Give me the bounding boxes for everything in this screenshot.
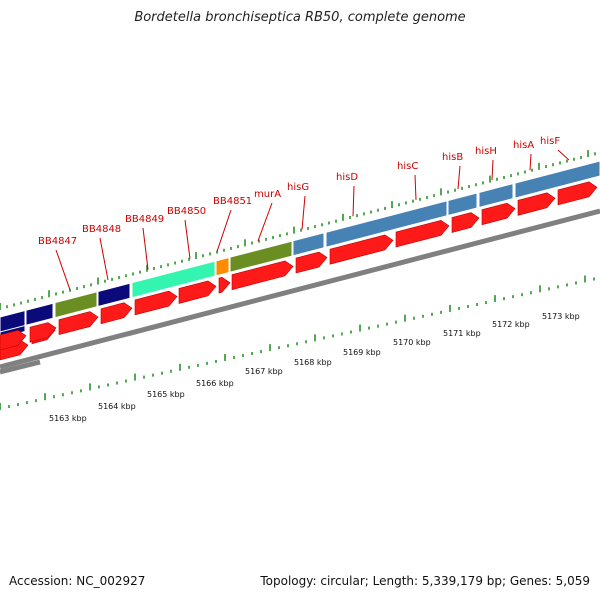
feature-block[interactable]: [25, 302, 54, 326]
gene-label[interactable]: hisA: [513, 140, 534, 151]
scale-label: 5168 kbp: [294, 358, 332, 367]
gene-track-1: [0, 150, 600, 370]
scale-label: 5166 kbp: [196, 379, 234, 388]
gene-label[interactable]: murA: [254, 189, 281, 200]
gene-leader-line: [99, 237, 109, 281]
gene-leader-line: [55, 249, 71, 290]
scale-ticks-layer: 5163 kbp 5164 kbp 5165 kbp 5166 kbp 5167 kbp…: [0, 275, 595, 423]
scale-label: 5164 kbp: [98, 402, 136, 411]
gene-label[interactable]: BB4851: [213, 196, 252, 207]
gene-label[interactable]: hisF: [540, 136, 560, 147]
gene-label[interactable]: hisD: [336, 172, 358, 183]
gene-arrow[interactable]: [481, 202, 516, 226]
gene-leader-line: [529, 153, 532, 171]
feature-block[interactable]: [131, 260, 216, 299]
scale-label: 5165 kbp: [147, 390, 185, 399]
gene-label[interactable]: BB4850: [167, 206, 206, 217]
gene-arrow[interactable]: [58, 311, 99, 336]
feature-block[interactable]: [229, 240, 293, 273]
scale-label: 5170 kbp: [393, 338, 431, 347]
gene-arrow[interactable]: [295, 251, 328, 274]
feature-block[interactable]: [325, 200, 448, 248]
gene-arrow[interactable]: [329, 234, 394, 265]
gene-leader-line: [216, 209, 232, 252]
feature-block[interactable]: [292, 232, 325, 257]
gene-label[interactable]: hisB: [442, 152, 463, 163]
gene-leader-line: [257, 202, 273, 242]
gene-leader-line: [457, 165, 461, 189]
gene-label[interactable]: hisG: [287, 182, 309, 193]
scale-label: 5171 kbp: [443, 329, 481, 338]
scale-label: 5173 kbp: [542, 312, 580, 321]
feature-block[interactable]: [447, 192, 478, 217]
feature-block[interactable]: [97, 282, 131, 308]
backbone-line: [0, 208, 600, 370]
gene-leader-line: [301, 195, 306, 230]
gene-arrow[interactable]: [29, 322, 57, 343]
scale-label: 5167 kbp: [245, 367, 283, 376]
gene-arrow[interactable]: [178, 280, 217, 304]
scale-label: 5172 kbp: [492, 320, 530, 329]
gene-label[interactable]: BB4847: [38, 236, 77, 247]
gene-arrow[interactable]: [231, 260, 294, 291]
accession-text: Accession: NC_002927: [9, 574, 146, 588]
gene-arrow[interactable]: [218, 276, 231, 294]
gene-label[interactable]: hisH: [475, 146, 497, 157]
gene-arrow[interactable]: [100, 302, 133, 325]
gene-arrow[interactable]: [134, 290, 178, 316]
gene-leader-line: [557, 149, 570, 161]
gene-arrow[interactable]: [557, 181, 598, 206]
scale-label: 5169 kbp: [343, 348, 381, 357]
feature-block[interactable]: [54, 291, 98, 319]
gene-arrow[interactable]: [451, 212, 480, 233]
gene-leader-line: [491, 159, 494, 181]
feature-block[interactable]: [478, 182, 514, 209]
gene-label[interactable]: BB4848: [82, 224, 121, 235]
feature-block[interactable]: [514, 160, 600, 199]
map-title: Bordetella bronchiseptica RB50, complete…: [134, 10, 466, 25]
gene-leader-line: [184, 219, 191, 259]
gene-arrow[interactable]: [395, 220, 450, 248]
gene-arrow[interactable]: [0, 329, 27, 351]
gene-leader-line: [414, 174, 417, 200]
genome-summary-text: Topology: circular; Length: 5,339,179 bp…: [260, 574, 590, 588]
gene-arrow[interactable]: [517, 192, 556, 216]
feature-block[interactable]: [215, 256, 230, 277]
gene-leader-line: [142, 227, 149, 270]
backbone-line: [0, 359, 41, 375]
gene-leader-line: [352, 185, 355, 217]
gene-label[interactable]: BB4849: [125, 214, 164, 225]
gene-label[interactable]: hisC: [397, 161, 418, 172]
feature-block[interactable]: [0, 309, 26, 333]
scale-label: 5163 kbp: [49, 414, 87, 423]
